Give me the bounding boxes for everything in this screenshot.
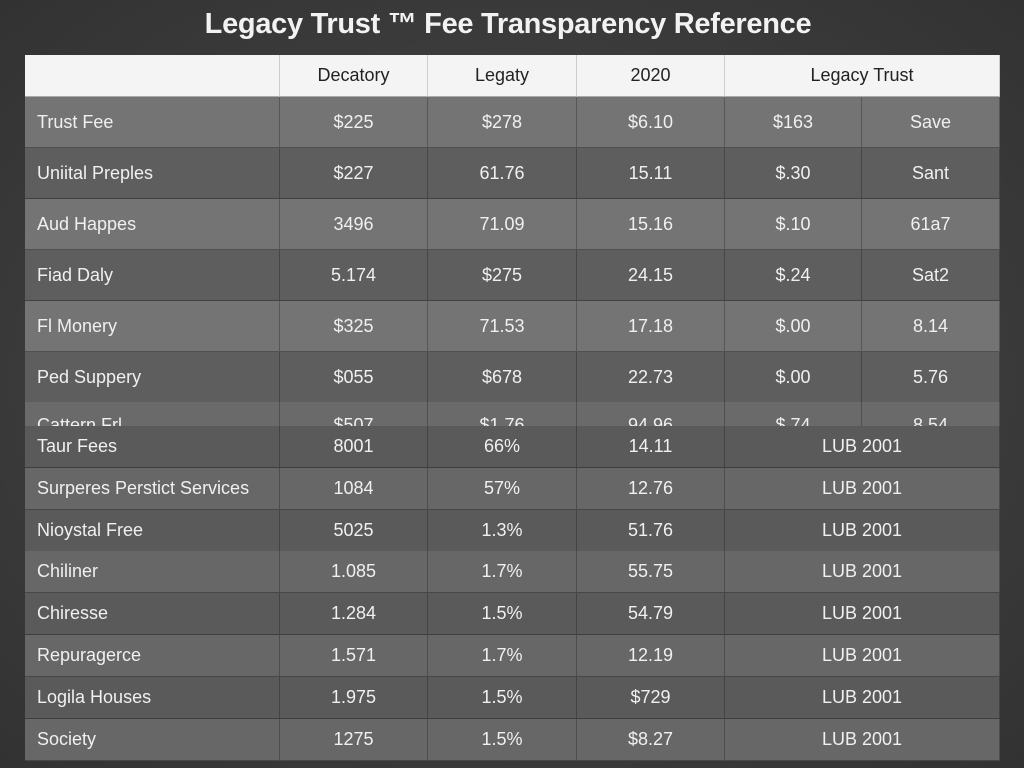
fee-cell: 1.284 bbox=[280, 593, 428, 636]
page-title: Legacy Trust ™ Fee Transparency Referenc… bbox=[204, 8, 812, 40]
fee-cell: LUB 2001 bbox=[725, 509, 1000, 552]
fee-cell: 1275 bbox=[280, 718, 428, 761]
fee-cell: $.00 bbox=[725, 301, 862, 352]
fee-cell: 1.5% bbox=[428, 593, 577, 636]
fee-cell: 14.11 bbox=[577, 426, 725, 468]
fee-cell: LUB 2001 bbox=[725, 593, 1000, 636]
fee-cell: 22.73 bbox=[577, 352, 725, 403]
fee-cell: 1.5% bbox=[428, 718, 577, 761]
fee-cell: 94.96 bbox=[577, 402, 725, 426]
fee-cell: $729 bbox=[577, 676, 725, 719]
fee-cell: 61.76 bbox=[428, 148, 577, 199]
fee-cell: 51.76 bbox=[577, 509, 725, 552]
row-label: Logila Houses bbox=[25, 676, 280, 719]
fee-cell: 1.975 bbox=[280, 676, 428, 719]
fee-cell: 3496 bbox=[280, 199, 428, 250]
fee-cell: 12.76 bbox=[577, 467, 725, 510]
fee-cell: 57% bbox=[428, 467, 577, 510]
fee-cell: $1.76 bbox=[428, 402, 577, 426]
fee-cell: LUB 2001 bbox=[725, 467, 1000, 510]
fee-cell: 1.7% bbox=[428, 635, 577, 677]
fee-cell: $.10 bbox=[725, 199, 862, 250]
fee-cell: LUB 2001 bbox=[725, 676, 1000, 719]
fee-cell: 8.14 bbox=[862, 301, 1000, 352]
fee-cell: 66% bbox=[428, 426, 577, 468]
fee-cell: 12.19 bbox=[577, 635, 725, 677]
row-label: Chiresse bbox=[25, 593, 280, 636]
row-label: Nioystal Free bbox=[25, 509, 280, 552]
fee-cell: $.74 bbox=[725, 402, 862, 426]
fee-cell: 15.11 bbox=[577, 148, 725, 199]
fee-cell: 71.09 bbox=[428, 199, 577, 250]
fee-cell: LUB 2001 bbox=[725, 718, 1000, 761]
fee-cell: $278 bbox=[428, 97, 577, 148]
fee-cell: 8001 bbox=[280, 426, 428, 468]
fee-cell: 71.53 bbox=[428, 301, 577, 352]
fee-cell: 1.3% bbox=[428, 509, 577, 552]
fee-cell: 24.15 bbox=[577, 250, 725, 301]
row-label: Aud Happes bbox=[25, 199, 280, 250]
fee-cell: $.00 bbox=[725, 352, 862, 403]
column-header: Legacy Trust bbox=[725, 55, 1000, 97]
row-label: Taur Fees bbox=[25, 426, 280, 468]
fee-cell: $.24 bbox=[725, 250, 862, 301]
row-label: Surperes Perstict Services bbox=[25, 467, 280, 510]
fee-cell: 1.085 bbox=[280, 551, 428, 594]
row-label: Repuragerce bbox=[25, 635, 280, 677]
fee-cell: 55.75 bbox=[577, 551, 725, 594]
fee-cell: $678 bbox=[428, 352, 577, 403]
row-label: Society bbox=[25, 718, 280, 761]
fee-cell: $275 bbox=[428, 250, 577, 301]
fee-cell: 15.16 bbox=[577, 199, 725, 250]
fee-cell: $.30 bbox=[725, 148, 862, 199]
row-label: Uniital Preples bbox=[25, 148, 280, 199]
fee-cell: 1.7% bbox=[428, 551, 577, 594]
column-header: Decatory bbox=[280, 55, 428, 97]
fee-cell: $6.10 bbox=[577, 97, 725, 148]
fee-cell: 17.18 bbox=[577, 301, 725, 352]
row-label: Chiliner bbox=[25, 551, 280, 594]
fee-cell: 5.174 bbox=[280, 250, 428, 301]
fee-cell: 1084 bbox=[280, 467, 428, 510]
row-label: Trust Fee bbox=[25, 97, 280, 148]
column-header: 2020 bbox=[577, 55, 725, 97]
fee-cell: 1.571 bbox=[280, 635, 428, 677]
fee-cell: Sat2 bbox=[862, 250, 1000, 301]
partial-row: Cattern Frl $507 $1.76 94.96 $.74 8.54 bbox=[25, 402, 1000, 426]
fee-cell: LUB 2001 bbox=[725, 635, 1000, 677]
row-label: Fl Monery bbox=[25, 301, 280, 352]
fee-cell: $325 bbox=[280, 301, 428, 352]
row-label: Cattern Frl bbox=[25, 402, 280, 426]
fee-cell: $507 bbox=[280, 402, 428, 426]
fee-cell: Save bbox=[862, 97, 1000, 148]
column-header: Legaty bbox=[428, 55, 577, 97]
fee-cell: 5.76 bbox=[862, 352, 1000, 403]
fee-cell: $163 bbox=[725, 97, 862, 148]
fee-cell: Sant bbox=[862, 148, 1000, 199]
fee-cell: 5025 bbox=[280, 509, 428, 552]
fee-cell: 8.54 bbox=[862, 402, 1000, 426]
header-cell bbox=[25, 55, 280, 97]
row-label: Fiad Daly bbox=[25, 250, 280, 301]
fee-cell: $8.27 bbox=[577, 718, 725, 761]
fee-cell: LUB 2001 bbox=[725, 551, 1000, 594]
fee-cell: $227 bbox=[280, 148, 428, 199]
fee-cell: $055 bbox=[280, 352, 428, 403]
fee-cell: $225 bbox=[280, 97, 428, 148]
fee-cell: 1.5% bbox=[428, 676, 577, 719]
fee-cell: LUB 2001 bbox=[725, 426, 1000, 468]
row-label: Ped Suppery bbox=[25, 352, 280, 403]
fee-cell: 61a7 bbox=[862, 199, 1000, 250]
fee-cell: 54.79 bbox=[577, 593, 725, 636]
